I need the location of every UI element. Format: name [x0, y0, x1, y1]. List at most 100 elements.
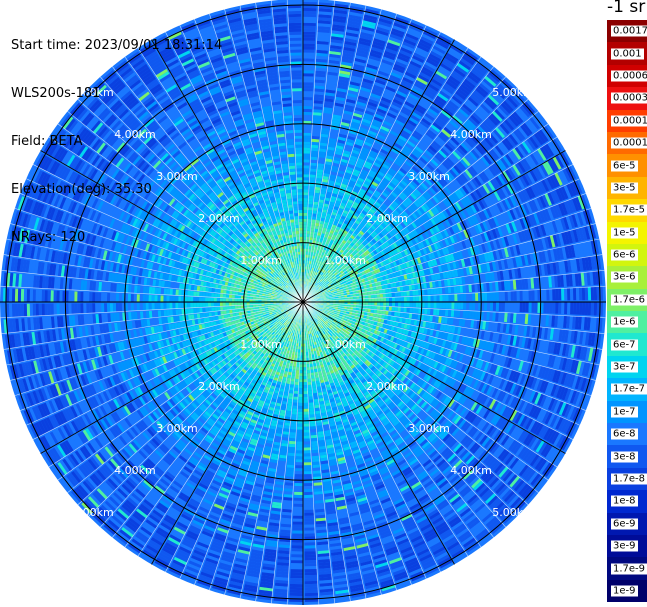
beta-cell [307, 275, 310, 279]
beta-cell [432, 45, 446, 55]
beta-cell [348, 14, 362, 20]
beta-cell [322, 178, 329, 183]
beta-cell [327, 143, 336, 148]
beta-cell [336, 213, 342, 218]
beta-cell [454, 302, 458, 310]
beta-cell [432, 75, 444, 85]
beta-cell [303, 263, 305, 267]
beta-cell [365, 135, 375, 142]
beta-cell [319, 145, 327, 150]
beta-cell [475, 302, 479, 311]
beta-cell [377, 170, 385, 177]
beta-cell [391, 311, 395, 316]
beta-cell [322, 239, 326, 244]
beta-cell [472, 302, 476, 310]
beta-cell [381, 59, 394, 66]
beta-cell [348, 11, 363, 17]
beta-cell [326, 258, 331, 262]
beta-cell [315, 177, 322, 182]
beta-cell [331, 120, 341, 125]
beta-cell [311, 135, 320, 140]
beta-cell [327, 262, 331, 266]
beta-cell [334, 99, 345, 105]
beta-cell [317, 23, 331, 28]
beta-cell [320, 130, 329, 135]
beta-cell [424, 295, 428, 302]
beta-cell [438, 65, 451, 75]
beta-cell [519, 290, 523, 301]
beta-cell [315, 58, 327, 63]
beta-cell [310, 231, 314, 235]
beta-cell [421, 66, 434, 75]
beta-cell [335, 93, 346, 99]
beta-cell [303, 132, 311, 136]
beta-cell [353, 212, 360, 217]
beta-cell [327, 235, 332, 240]
beta-cell [351, 72, 363, 78]
beta-cell [555, 302, 559, 314]
beta-cell [333, 6, 348, 12]
beta-cell [564, 288, 568, 301]
beta-cell [328, 137, 337, 142]
beta-cell [338, 230, 343, 235]
beta-cell [402, 285, 407, 291]
beta-cell [347, 132, 357, 138]
beta-cell [366, 175, 374, 181]
beta-cell [309, 276, 312, 280]
beta-cell [360, 199, 368, 205]
beta-cell [333, 9, 348, 15]
beta-cell [570, 302, 574, 315]
beta-cell [309, 168, 317, 172]
beta-cell [498, 291, 502, 301]
beta-cell [370, 92, 381, 100]
beta-cell [352, 214, 358, 220]
beta-cell [304, 269, 307, 273]
beta-cell [501, 291, 505, 301]
beta-cell [303, 129, 311, 133]
beta-cell [315, 275, 318, 279]
beta-cell [357, 132, 366, 138]
beta-cell [373, 305, 378, 310]
beta-cell [448, 294, 452, 302]
beta-cell [330, 168, 338, 173]
beta-cell [375, 156, 384, 163]
beta-cell [573, 287, 577, 301]
beta-cell [450, 44, 464, 55]
beta-cell [433, 42, 447, 52]
beta-cell [330, 227, 336, 232]
beta-cell [337, 170, 345, 175]
beta-cell [324, 98, 334, 103]
beta-cell [303, 61, 315, 65]
beta-cell [381, 94, 393, 101]
beta-cell [325, 254, 330, 259]
beta-cell [387, 109, 398, 117]
beta-cell [382, 143, 392, 150]
beta-cell [323, 221, 329, 226]
beta-cell [371, 121, 381, 128]
beta-cell [307, 216, 312, 220]
beta-cell [324, 234, 329, 239]
beta-cell [309, 177, 316, 181]
beta-cell [328, 53, 341, 59]
beta-cell [336, 87, 347, 93]
beta-cell [361, 81, 373, 87]
beta-cell [315, 67, 327, 72]
beta-cell [310, 156, 318, 161]
beta-cell [333, 205, 339, 211]
beta-cell [380, 302, 384, 306]
beta-cell [319, 236, 324, 240]
beta-cell [328, 140, 336, 145]
beta-cell [348, 84, 360, 90]
beta-cell [371, 87, 383, 94]
beta-cell [393, 63, 406, 71]
beta-cell [309, 174, 316, 178]
beta-cell [316, 38, 329, 42]
beta-cell [312, 207, 318, 211]
beta-cell [332, 190, 339, 195]
beta-cell [573, 302, 577, 315]
beta-cell [317, 17, 332, 22]
beta-cell [317, 229, 322, 233]
beta-cell [370, 167, 378, 173]
beta-cell [339, 186, 346, 191]
beta-cell [427, 302, 431, 308]
